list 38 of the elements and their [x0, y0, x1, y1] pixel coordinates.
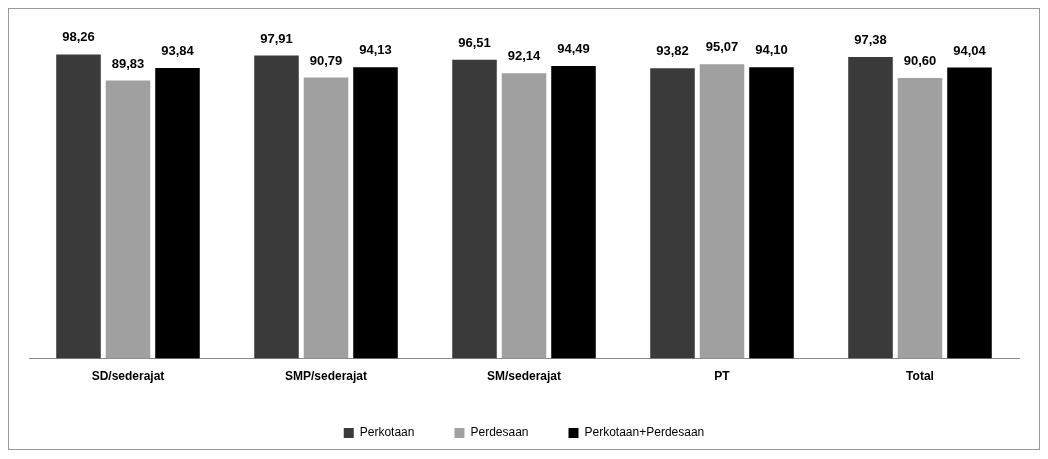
bar [947, 67, 992, 359]
data-label: 89,83 [111, 55, 145, 71]
data-label: 97,91 [260, 30, 293, 46]
data-label: 90,79 [309, 52, 343, 68]
data-label: 97,38 [854, 32, 887, 48]
x-tick-label: PT [714, 369, 731, 384]
bar [353, 67, 398, 359]
bar [897, 78, 943, 359]
data-label: 92,14 [507, 48, 542, 64]
bar [452, 59, 497, 359]
data-label: 94,49 [557, 41, 590, 57]
bar [699, 64, 745, 359]
data-label: 96,51 [458, 34, 491, 50]
bar [56, 54, 101, 359]
bar [303, 77, 349, 359]
x-tick-label: Total [906, 369, 934, 384]
legend-label: Perdesaan [470, 425, 529, 440]
x-tick-label: SD/sederajat [91, 369, 165, 384]
bar [155, 68, 200, 359]
data-label: 93,84 [161, 43, 195, 59]
bar [105, 80, 151, 359]
bar [848, 57, 893, 359]
bar [254, 55, 299, 359]
data-label: 94,10 [755, 42, 788, 58]
data-label: 98,26 [62, 29, 95, 45]
data-label: 93,82 [656, 43, 689, 59]
legend-label: Perkotaan [359, 425, 415, 440]
data-label: 94,04 [953, 42, 987, 58]
x-tick-label: SM/sederajat [486, 369, 562, 384]
data-label: 95,07 [705, 39, 739, 55]
bar [650, 68, 695, 359]
data-label: 90,60 [903, 53, 937, 69]
x-tick-label: SMP/sederajat [284, 369, 368, 384]
bar [551, 66, 596, 359]
legend-label: Perkotaan+Perdesaan [584, 425, 705, 440]
bar [749, 67, 794, 359]
bar [501, 73, 547, 359]
data-label: 94,13 [359, 42, 392, 58]
